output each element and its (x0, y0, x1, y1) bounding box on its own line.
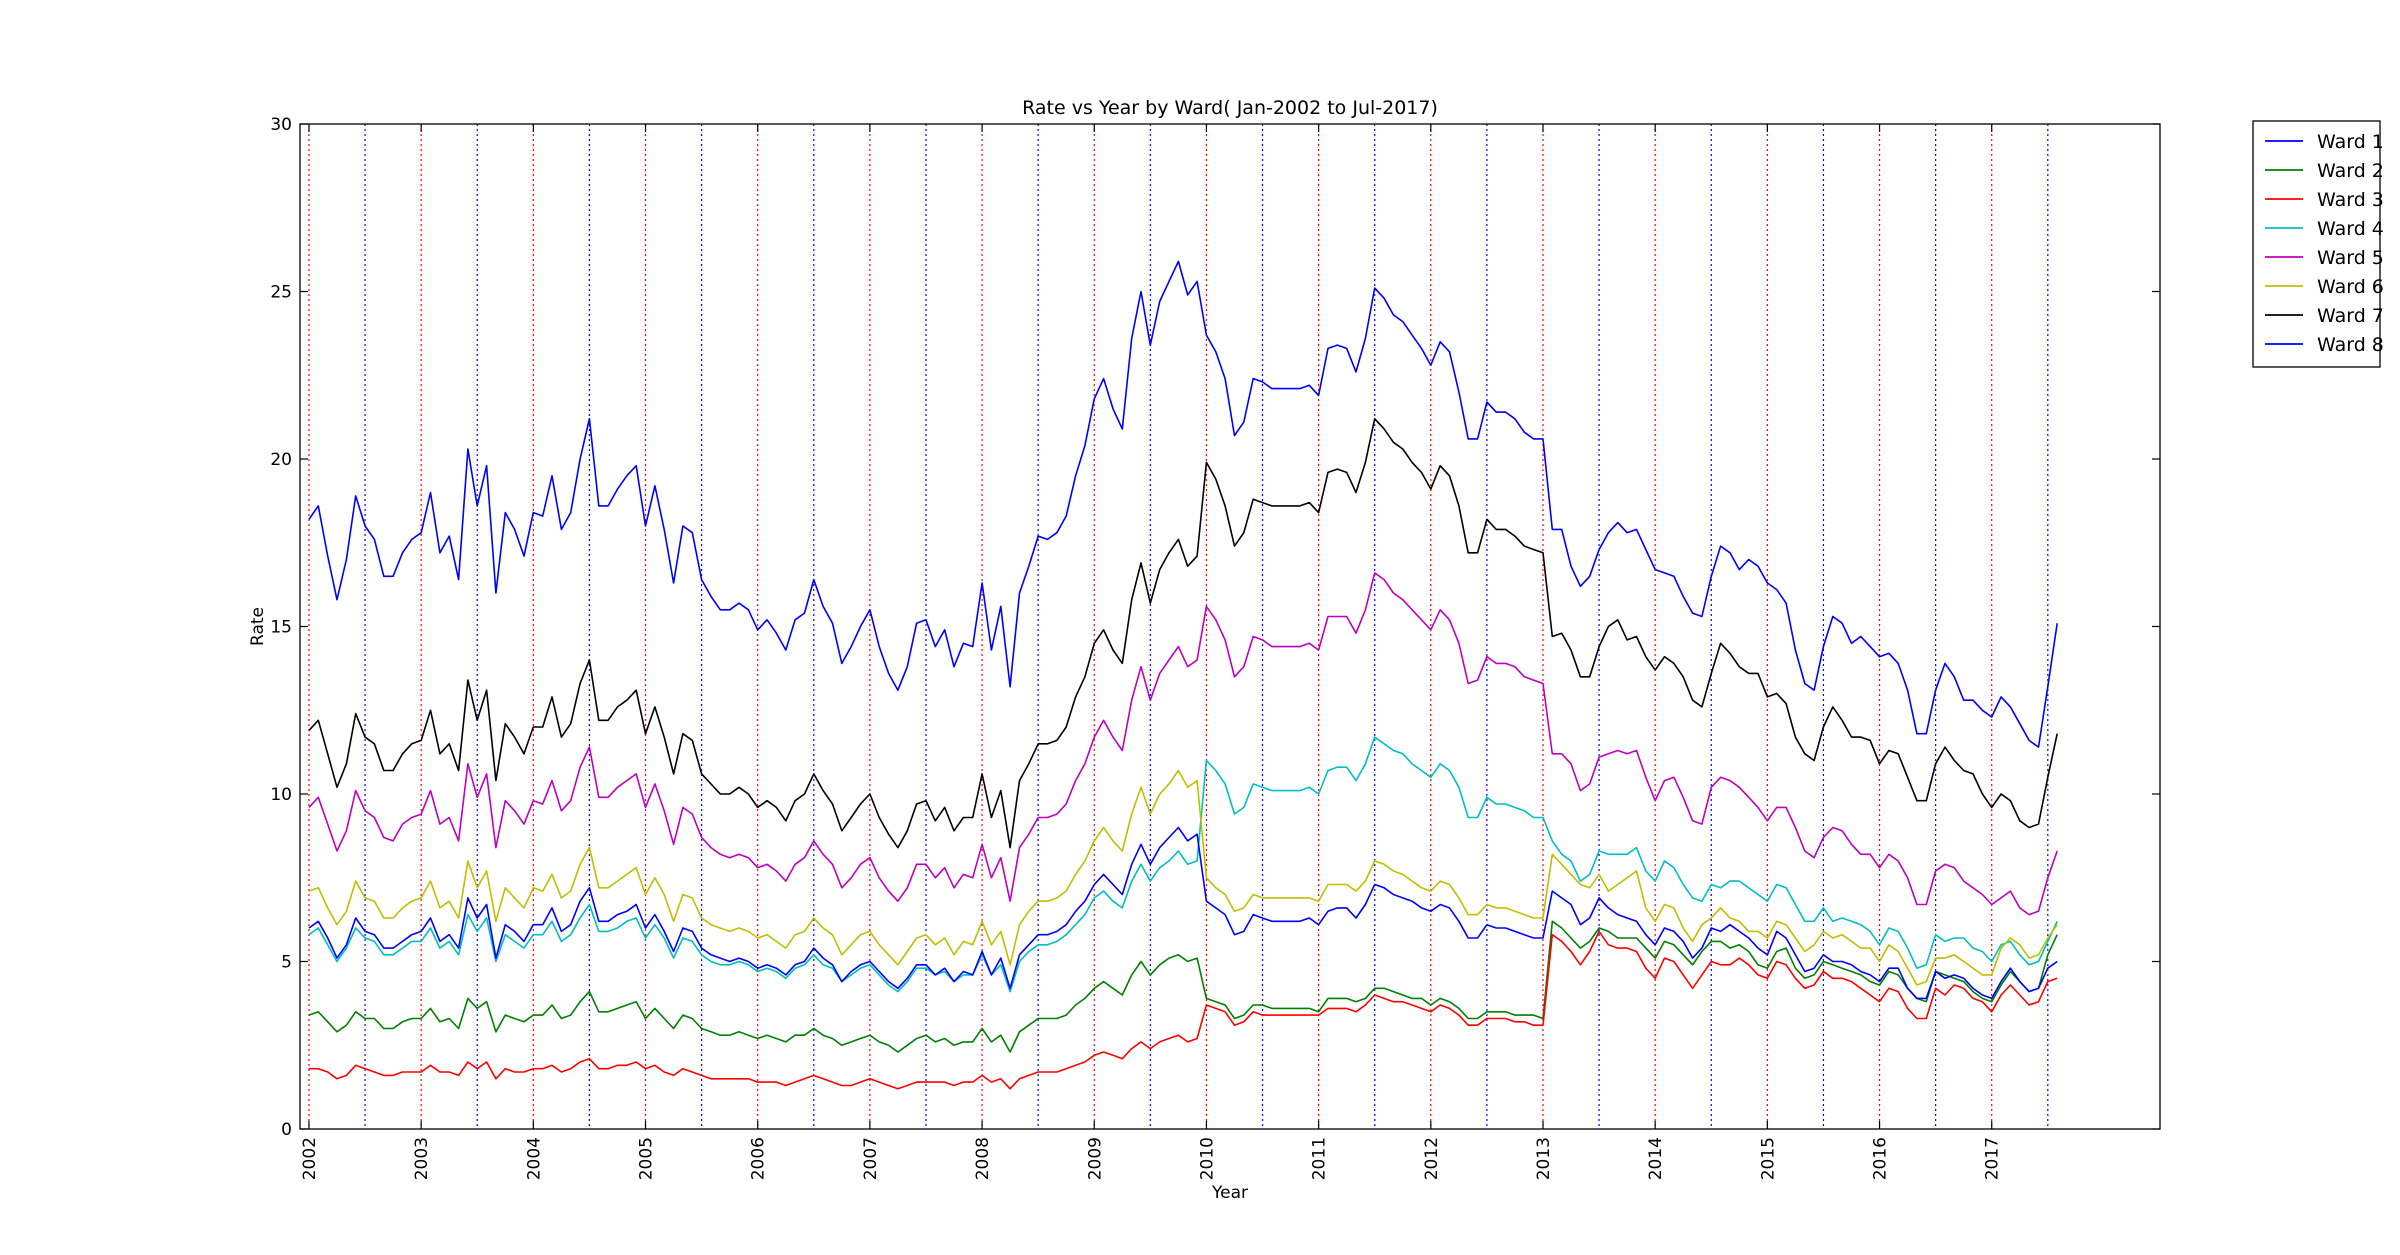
x-tick-label: 2016 (1871, 1137, 1891, 1180)
y-tick-label: 15 (270, 618, 292, 638)
legend: Ward 1 Ward 2 Ward 3 Ward 4 Ward 5 Ward 6 Ward… (2252, 120, 2384, 368)
x-tick-label: 2013 (1534, 1137, 1554, 1180)
series-line-2 (308, 920, 2058, 1053)
series-line-4 (308, 736, 2058, 993)
x-tick-label: 2008 (973, 1137, 993, 1180)
legend-label: Ward 2 (2317, 160, 2384, 182)
x-tick-label: 2003 (412, 1137, 432, 1180)
x-tick-label: 2005 (637, 1137, 657, 1180)
legend-label: Ward 1 (2317, 131, 2384, 153)
y-tick-label: 0 (281, 1120, 292, 1140)
legend-label: Ward 3 (2317, 189, 2384, 211)
x-tick-label: 2002 (300, 1137, 320, 1180)
legend-label: Ward 5 (2317, 247, 2384, 269)
x-tick-label: 2014 (1646, 1137, 1666, 1180)
legend-label: Ward 6 (2317, 276, 2384, 298)
x-axis-ticks: 2002 2003 2004 2005 2006 2007 2008 2009 2010 2011… (300, 124, 2003, 1180)
y-tick-label: 30 (270, 115, 292, 135)
series-line-7 (308, 417, 2058, 849)
x-axis-label: Year (1211, 1183, 1248, 1203)
y-tick-label: 5 (281, 953, 292, 973)
legend-label: Ward 7 (2317, 305, 2384, 327)
x-tick-label: 2011 (1310, 1137, 1330, 1180)
series-line-8 (308, 826, 2058, 1000)
series-line-6 (308, 769, 2058, 986)
y-axis-label: Rate (248, 607, 268, 646)
y-tick-label: 25 (270, 283, 292, 303)
legend-label: Ward 4 (2317, 218, 2384, 240)
chart-title: Rate vs Year by Ward( Jan-2002 to Jul-20… (1022, 97, 1438, 119)
x-tick-label: 2004 (524, 1137, 544, 1180)
x-tick-label: 2009 (1085, 1137, 1105, 1180)
x-tick-label: 2010 (1197, 1137, 1217, 1180)
x-tick-label: 2006 (749, 1137, 769, 1180)
legend-label: Ward 8 (2317, 334, 2384, 356)
y-tick-label: 10 (270, 785, 292, 805)
y-tick-label: 20 (270, 450, 292, 470)
series-line-3 (309, 930, 2058, 1090)
x-tick-label: 2007 (861, 1137, 881, 1180)
x-tick-label: 2017 (1983, 1137, 2003, 1180)
series-line-5 (308, 572, 2058, 916)
series-line-1 (308, 260, 2058, 748)
x-tick-label: 2012 (1422, 1137, 1442, 1180)
y-axis-ticks: 0 5 10 15 20 25 30 (270, 115, 2160, 1140)
x-tick-label: 2015 (1758, 1137, 1778, 1180)
legend-box (2252, 120, 2381, 368)
series-lines (308, 260, 2058, 1090)
